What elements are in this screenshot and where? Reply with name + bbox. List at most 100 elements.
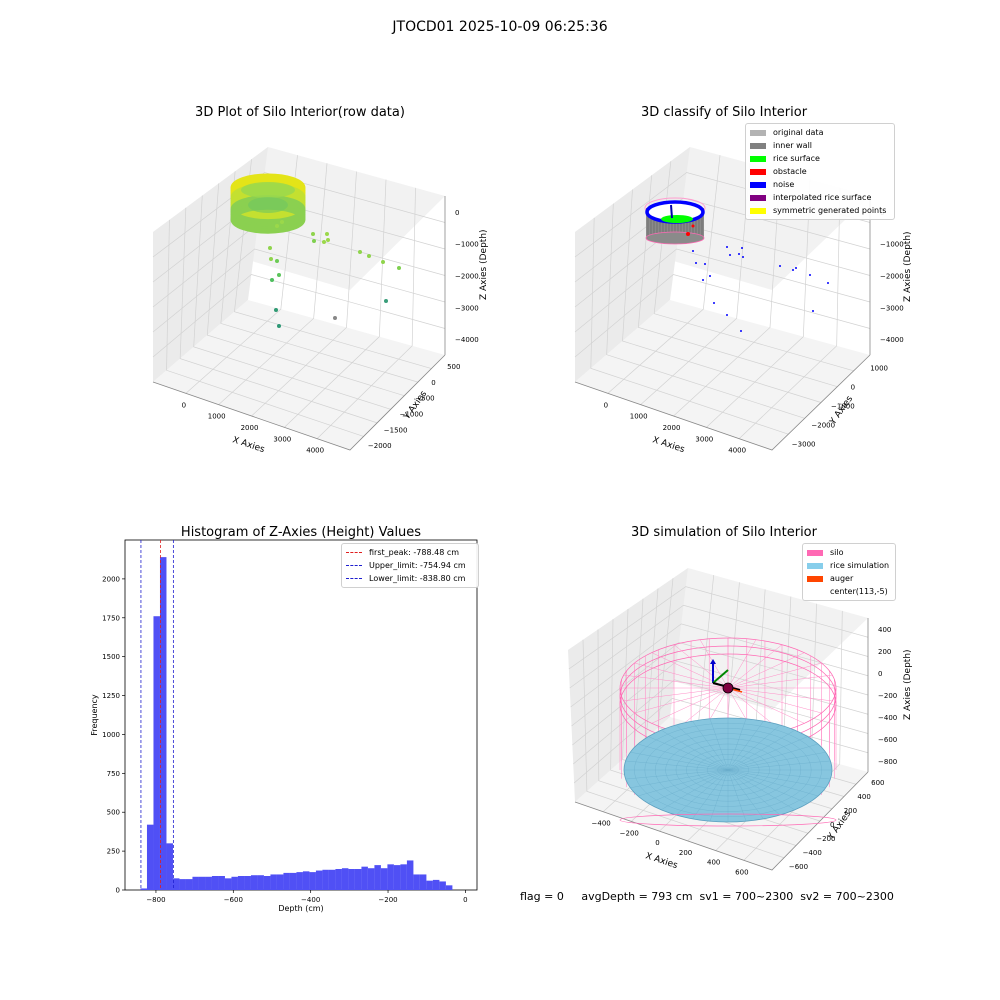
y-tick-label: 250: [107, 848, 120, 856]
rice-mesh-spoke: [648, 769, 729, 804]
silo-roof-spoke: [727, 687, 805, 724]
y-tick-label: 600: [871, 779, 884, 787]
legend-label: symmetric generated points: [773, 206, 887, 215]
legend-entry: inner wall: [750, 139, 890, 152]
histogram-bar: [289, 872, 297, 890]
histogram-bar: [367, 868, 375, 890]
rice-mesh-spoke: [709, 718, 729, 771]
rice-mesh-spoke: [727, 752, 826, 771]
legend-label: auger: [830, 574, 854, 583]
y-tick-label: −1000: [400, 410, 424, 418]
obstacle-point: [691, 224, 695, 228]
rice-mesh-spoke: [727, 718, 747, 771]
z-axis-label-classify: Z Axies (Depth): [903, 231, 913, 302]
noise-point: [695, 262, 697, 264]
panel-title-histogram: Histogram of Z-Axies (Height) Values: [181, 525, 421, 540]
histogram-bar: [153, 616, 160, 890]
data-point: [275, 259, 279, 263]
y-tick-label: −600: [789, 863, 808, 871]
gridline-z: [152, 274, 446, 358]
z-tick-label: −600: [878, 736, 897, 744]
legend-entry: Lower_limit: -838.80 cm: [346, 572, 474, 585]
histogram-bar: [166, 843, 173, 890]
legend-line-swatch: [346, 552, 362, 553]
legend-classify: original data inner wall rice surface obsta…: [745, 123, 895, 220]
gridline-z: [574, 274, 871, 358]
x-tick-label: 3000: [695, 435, 713, 443]
panel-title-classify: 3D classify of Silo Interior: [641, 105, 808, 120]
axis-arrow-y: [712, 669, 729, 684]
z-tick-label: −400: [878, 714, 897, 722]
histogram-bar: [205, 876, 212, 890]
z-tick-label: −4000: [880, 336, 904, 344]
silo-roof-spoke: [727, 652, 805, 689]
legend-label: rice surface: [773, 154, 820, 163]
x-tick-label: 400: [707, 859, 720, 867]
rice-mesh-spoke: [727, 769, 747, 822]
z-tick-label: −800: [878, 758, 897, 766]
legend-entry: noise: [750, 178, 890, 191]
rice-surface-patch: [661, 215, 693, 223]
x-axis-label-raw: X Axies: [231, 435, 266, 455]
y-tick-label: 200: [844, 807, 857, 815]
histogram-bar: [328, 869, 336, 890]
histogram-bar: [263, 876, 271, 890]
gridline-z: [152, 248, 446, 333]
histogram-bar: [413, 874, 420, 890]
legend-label: center(113,-5): [830, 587, 888, 596]
y-tick-label: 0: [851, 384, 855, 392]
legend-entry: symmetric generated points: [750, 204, 890, 217]
axis-edge-bottom: [152, 354, 446, 451]
data-point: [270, 278, 274, 282]
legend-color-swatch: [750, 168, 766, 175]
silo-roof-spoke: [727, 674, 833, 689]
noise-point: [792, 269, 794, 271]
silo-roof-spoke: [623, 674, 729, 689]
histogram-bar: [335, 869, 342, 890]
floor-pane: [575, 300, 870, 450]
x-tick-label: −600: [224, 896, 243, 904]
rice-mesh-spoke: [625, 760, 729, 771]
legend-color-swatch: [807, 549, 823, 556]
rice-mesh-spoke: [727, 769, 808, 804]
legend-label: noise: [773, 180, 795, 189]
silo-bottom-ring: [619, 813, 837, 827]
x-tick-label: −800: [146, 896, 165, 904]
silo-roof-spoke: [673, 644, 729, 689]
histogram-bar: [315, 870, 323, 890]
histogram-bar: [192, 876, 199, 890]
rice-mesh-spoke: [727, 769, 831, 780]
legend-color-swatch: [807, 575, 823, 582]
histogram-bar: [270, 874, 277, 890]
histogram-bar: [393, 865, 401, 890]
noise-point: [741, 247, 743, 249]
histogram-bar: [244, 876, 251, 890]
histogram-bar: [296, 872, 303, 890]
x-tick-label: 200: [679, 849, 692, 857]
rice-mesh-spoke: [692, 769, 729, 819]
histogram-bar: [250, 875, 258, 890]
legend-label: interpolated rice surface: [773, 193, 872, 202]
rice-mesh-spoke: [727, 730, 795, 771]
silo-roof-spoke: [727, 644, 783, 689]
data-point: [312, 239, 316, 243]
axis-edge-bottom: [574, 771, 869, 871]
panel-classify: 3D classify of Silo Interior 0 1000 2000 30…: [574, 105, 913, 455]
data-point: [275, 224, 279, 228]
rice-mesh-spoke: [692, 721, 729, 771]
rice-mesh-spoke: [727, 769, 781, 816]
noise-point: [809, 274, 811, 276]
histogram-bar: [237, 876, 245, 890]
silo-roof-spoke: [651, 687, 729, 724]
y-tick-label: 2000: [102, 575, 120, 583]
histogram-bar: [426, 880, 433, 890]
noise-point: [702, 279, 704, 281]
legend-entry: rice surface: [750, 152, 890, 165]
silo-roof-spoke: [623, 687, 729, 702]
y-tick-label: −2000: [811, 422, 835, 430]
data-point: [274, 308, 278, 312]
y-tick-label: 750: [107, 770, 120, 778]
rice-mesh-spoke: [661, 769, 729, 810]
z-tick-label: −3000: [455, 304, 479, 312]
noise-stick: [670, 204, 673, 219]
